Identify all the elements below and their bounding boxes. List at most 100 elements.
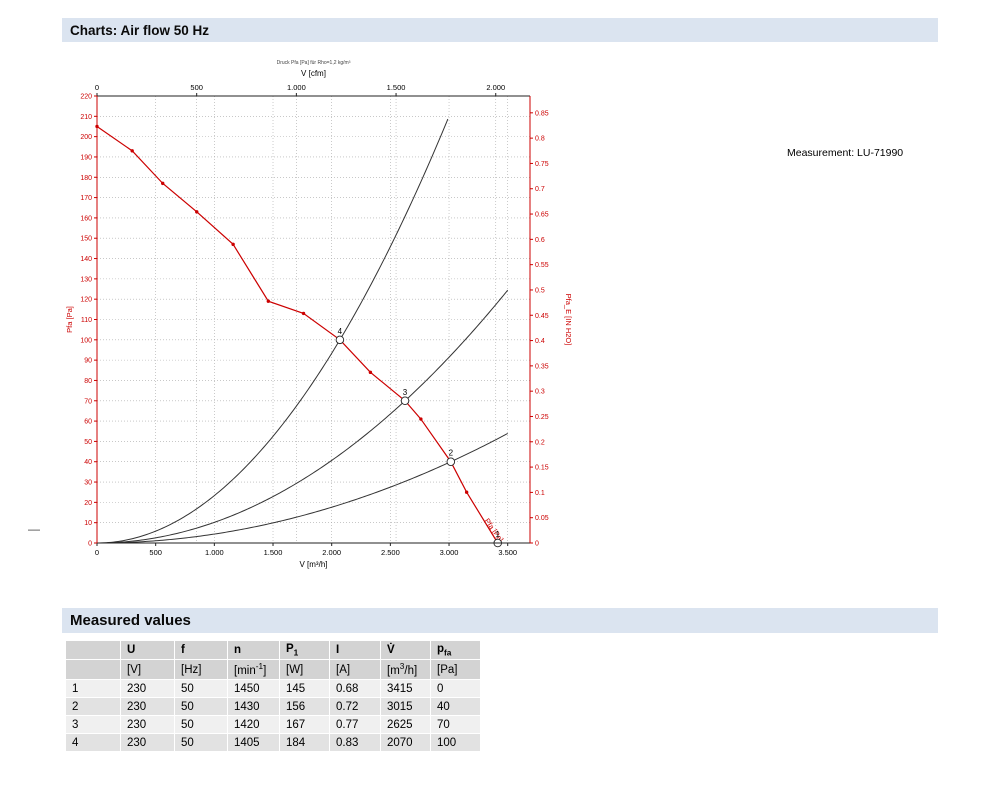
- svg-text:0.55: 0.55: [535, 262, 549, 269]
- operating-point-marker: [400, 396, 410, 406]
- svg-text:10: 10: [84, 520, 92, 527]
- column-header: [65, 639, 121, 661]
- table-row: 4 230 50 1405 184 0.83 2070 100: [65, 733, 481, 753]
- table-row: 2 230 50 1430 156 0.72 3015 40: [65, 697, 481, 717]
- measured-values-title: Measured values: [62, 608, 938, 633]
- svg-text:50: 50: [84, 439, 92, 446]
- cell: 145: [279, 679, 330, 699]
- svg-text:1.500: 1.500: [387, 83, 406, 92]
- system-curve: [96, 118, 449, 544]
- system-curves: [96, 118, 509, 544]
- svg-text:0.05: 0.05: [535, 515, 549, 522]
- svg-text:2.000: 2.000: [322, 548, 341, 557]
- column-unit: [V]: [120, 659, 175, 681]
- cell: 2070: [380, 733, 431, 753]
- page-title: Charts: Air flow 50 Hz: [62, 18, 938, 42]
- x-axis-bottom-label: V [m³/h]: [299, 560, 327, 569]
- column-unit: [Pa]: [430, 659, 481, 681]
- svg-text:150: 150: [80, 236, 92, 243]
- svg-text:3.000: 3.000: [440, 548, 459, 557]
- svg-text:80: 80: [84, 378, 92, 385]
- cell: 0.72: [329, 697, 381, 717]
- cell: 50: [174, 715, 228, 735]
- svg-text:1.000: 1.000: [205, 548, 224, 557]
- cell: 3015: [380, 697, 431, 717]
- column-header: V̇: [380, 639, 431, 661]
- cell: 70: [430, 715, 481, 735]
- column-unit: [min-1]: [227, 659, 280, 681]
- svg-text:100: 100: [80, 337, 92, 344]
- column-unit: [m3/h]: [380, 659, 431, 681]
- svg-text:210: 210: [80, 114, 92, 121]
- svg-text:140: 140: [80, 256, 92, 263]
- svg-text:0: 0: [95, 83, 99, 92]
- cell: 0.77: [329, 715, 381, 735]
- x-axis-top-label: V [cfm]: [301, 69, 326, 78]
- fan-curve-point: [266, 299, 271, 303]
- fan-curve-point: [419, 417, 423, 421]
- measurement-label: Measurement: LU-71990: [787, 147, 904, 159]
- column-unit: [A]: [329, 659, 381, 681]
- svg-text:30: 30: [84, 480, 92, 487]
- column-unit: [W]: [279, 659, 330, 681]
- fan-curve-point: [130, 149, 134, 153]
- table-row: 1 230 50 1450 145 0.68 3415 0: [65, 679, 481, 699]
- cell: 100: [430, 733, 481, 753]
- column-header: P1: [279, 639, 330, 661]
- fan-curve-point: [368, 370, 373, 375]
- svg-text:0: 0: [535, 541, 539, 548]
- column-header: pfa: [430, 639, 481, 661]
- chart-grid: [97, 96, 530, 543]
- cell: 230: [120, 715, 175, 735]
- svg-text:2.500: 2.500: [381, 548, 400, 557]
- cell: 2625: [380, 715, 431, 735]
- svg-text:2.000: 2.000: [486, 83, 505, 92]
- svg-text:110: 110: [81, 317, 92, 324]
- cell: 1450: [227, 679, 280, 699]
- svg-text:0: 0: [88, 541, 92, 548]
- svg-text:200: 200: [80, 134, 92, 141]
- svg-text:0.3: 0.3: [535, 389, 545, 396]
- cell: 50: [174, 697, 228, 717]
- cell: 0.83: [329, 733, 381, 753]
- system-curve: [96, 433, 508, 544]
- svg-text:0.4: 0.4: [535, 338, 545, 345]
- cell: 50: [174, 679, 228, 699]
- svg-text:0.45: 0.45: [535, 313, 549, 320]
- svg-text:0.35: 0.35: [535, 363, 549, 370]
- fan-curve: Pfa [Pa]: [95, 124, 505, 545]
- svg-text:160: 160: [80, 215, 92, 222]
- operating-point-marker: [335, 335, 345, 345]
- svg-text:130: 130: [80, 276, 92, 283]
- column-header: n: [227, 639, 280, 661]
- svg-text:90: 90: [84, 358, 92, 365]
- svg-text:0.5: 0.5: [535, 287, 545, 294]
- cell: 230: [120, 697, 175, 717]
- svg-text:60: 60: [84, 419, 92, 426]
- svg-text:40: 40: [84, 459, 92, 466]
- operating-point-marker: [446, 457, 456, 466]
- svg-text:0.6: 0.6: [535, 237, 545, 244]
- cell: 40: [430, 697, 481, 717]
- cell: 50: [174, 733, 228, 753]
- svg-text:500: 500: [190, 83, 203, 92]
- row-number: 4: [65, 733, 121, 753]
- svg-text:0.25: 0.25: [535, 414, 549, 421]
- cell: 230: [120, 679, 175, 699]
- operating-point-label: 4: [338, 327, 343, 336]
- cell: 1420: [227, 715, 280, 735]
- svg-text:0.65: 0.65: [535, 212, 549, 219]
- column-unit: [65, 659, 121, 681]
- svg-text:120: 120: [80, 297, 92, 304]
- operating-point-label: 2: [449, 449, 454, 458]
- operating-points: 1 2 3 4: [335, 327, 502, 548]
- svg-text:180: 180: [80, 175, 92, 182]
- cell: 1405: [227, 733, 280, 753]
- column-header: I: [329, 639, 381, 661]
- cell: 1430: [227, 697, 280, 717]
- measured-values-title-text: Measured values: [70, 612, 191, 629]
